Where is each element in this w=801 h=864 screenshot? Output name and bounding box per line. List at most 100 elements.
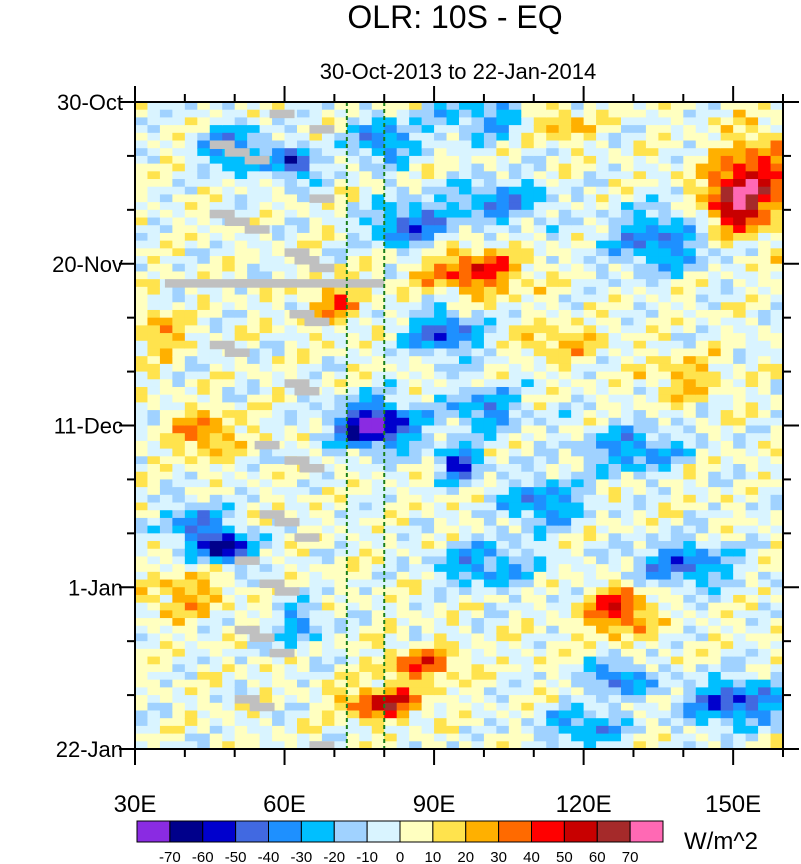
- field-cell: [396, 625, 410, 635]
- field-cell: [359, 317, 373, 326]
- field-cell: [770, 225, 783, 234]
- field-cell: [384, 479, 398, 488]
- field-cell: [147, 687, 161, 696]
- field-cell: [159, 494, 173, 504]
- field-cell: [135, 625, 149, 635]
- field-cell: [596, 286, 610, 296]
- field-cell: [135, 363, 149, 373]
- field-cell: [621, 217, 635, 226]
- field-cell: [621, 564, 635, 573]
- y-tick-label: 1-Jan: [68, 575, 123, 600]
- field-cell: [758, 363, 772, 373]
- field-cell: [222, 232, 236, 242]
- field-cell: [633, 271, 647, 280]
- field-cell: [147, 125, 161, 134]
- field-cell: [508, 256, 522, 265]
- field-cell: [184, 356, 198, 365]
- field-cell: [247, 541, 261, 550]
- field-cell: [147, 179, 161, 188]
- field-cell: [683, 256, 697, 265]
- field-cell: [708, 317, 722, 326]
- field-cell: [446, 533, 460, 542]
- field-cell: [508, 440, 522, 450]
- field-cell: [758, 594, 772, 604]
- field-cell: [558, 664, 572, 673]
- field-cell: [396, 140, 410, 149]
- field-cell: [558, 109, 572, 119]
- field-cell: [384, 440, 398, 450]
- field-cell: [596, 317, 610, 326]
- field-cell: [321, 641, 335, 650]
- field-cell: [247, 664, 261, 673]
- field-cell: [159, 479, 173, 488]
- field-cell: [508, 702, 522, 712]
- field-cell: [159, 656, 173, 665]
- field-cell: [521, 718, 535, 727]
- field-cell: [209, 425, 223, 434]
- field-cell: [658, 202, 672, 211]
- field-cell: [695, 325, 709, 334]
- field-cell: [770, 109, 783, 119]
- field-cell: [135, 340, 149, 350]
- field-cell: [272, 641, 286, 650]
- field-cell: [720, 618, 734, 627]
- field-cell: [683, 687, 697, 696]
- colorbar-box: [531, 820, 565, 843]
- field-cell: [184, 610, 198, 619]
- field-cell: [359, 440, 373, 450]
- field-cell: [247, 371, 261, 380]
- field-cell: [496, 379, 510, 388]
- field-cell: [658, 410, 672, 419]
- field-cell: [421, 202, 435, 211]
- field-cell: [496, 695, 510, 704]
- field-cell: [209, 610, 223, 619]
- field-cell: [471, 517, 485, 527]
- field-cell: [434, 294, 448, 303]
- field-cell: [596, 256, 610, 265]
- field-cell: [284, 425, 298, 434]
- field-cell: [359, 402, 373, 411]
- field-cell: [770, 525, 783, 534]
- field-cell: [172, 695, 186, 704]
- field-cell: [284, 571, 298, 581]
- field-cell: [434, 548, 448, 558]
- field-cell: [521, 163, 535, 172]
- field-cell: [645, 656, 659, 665]
- field-cell: [409, 394, 423, 403]
- field-cell: [496, 641, 510, 650]
- field-cell: [471, 687, 485, 696]
- field-cell: [334, 417, 348, 427]
- field-cell: [596, 633, 610, 642]
- field-cell: [346, 294, 360, 303]
- field-cell: [683, 217, 697, 226]
- field-cell: [708, 186, 722, 196]
- field-cell: [633, 179, 647, 188]
- field-cell: [670, 594, 684, 604]
- field-cell: [720, 209, 734, 219]
- field-cell: [459, 718, 473, 727]
- field-cell: [558, 556, 572, 565]
- field-cell: [421, 656, 435, 665]
- field-cell: [558, 733, 572, 742]
- field-cell: [471, 541, 485, 550]
- field-cell: [421, 356, 435, 365]
- field-cell: [496, 579, 510, 588]
- missing-cell: [249, 702, 275, 712]
- field-cell: [658, 425, 672, 434]
- field-cell: [708, 510, 722, 519]
- field-cell: [384, 286, 398, 296]
- field-cell: [197, 479, 211, 488]
- field-cell: [546, 533, 560, 542]
- field-cell: [209, 271, 223, 280]
- field-cell: [459, 402, 473, 411]
- field-cell: [297, 710, 311, 719]
- field-cell: [658, 541, 672, 550]
- field-cell: [135, 394, 149, 403]
- field-cell: [645, 695, 659, 704]
- field-cell: [234, 725, 248, 735]
- field-cell: [533, 386, 547, 396]
- field-cell: [359, 471, 373, 481]
- field-cell: [483, 240, 497, 249]
- field-cell: [645, 232, 659, 242]
- field-cell: [758, 733, 772, 742]
